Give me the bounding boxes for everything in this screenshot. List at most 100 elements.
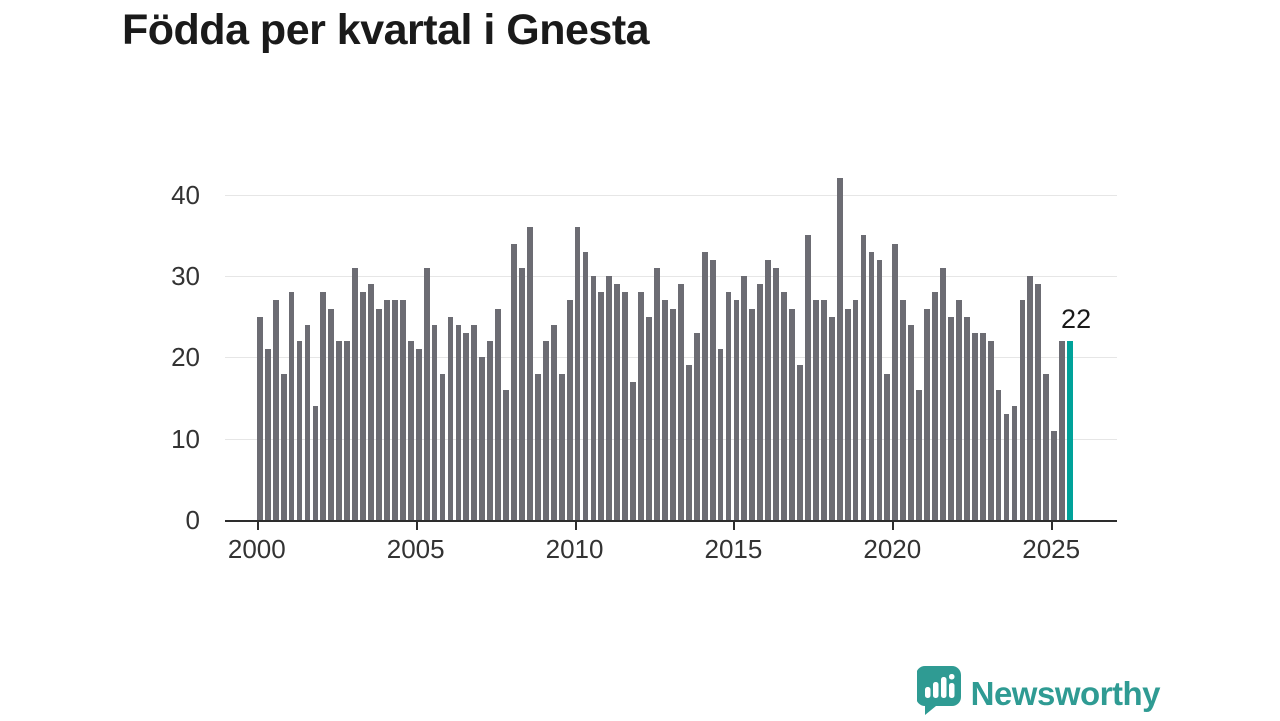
bar-2000-K1 (256, 316, 263, 520)
bar-2011-K3 (622, 292, 629, 520)
bar-2012-K3 (654, 267, 660, 520)
bar-2005-K4 (439, 373, 446, 520)
bar-2018-K2 (836, 178, 843, 520)
newsworthy-logo: Newsworthy (915, 666, 1161, 721)
y-axis-label-20: 20 (171, 342, 200, 373)
bar-2011-K4 (630, 381, 637, 520)
bar-2004-K2 (391, 300, 398, 520)
bar-2020-K2 (900, 300, 907, 520)
bar-2008-K3 (526, 227, 533, 520)
bar-2007-K3 (495, 308, 502, 520)
bar-2005-K3 (431, 324, 438, 520)
bar-2014-K4 (725, 292, 732, 520)
bar-2010-K1 (574, 227, 581, 520)
y-axis-label-30: 30 (171, 261, 200, 292)
bar-2025-K2 (1059, 341, 1066, 520)
bar-2012-K4 (662, 300, 668, 520)
bar-2008-K4 (534, 373, 541, 520)
bar-2004-K4 (407, 341, 414, 520)
bar-2019-K2 (868, 251, 875, 520)
bar-2022-K4 (979, 332, 986, 520)
bar-2008-K1 (511, 243, 517, 520)
bar-2006-K2 (455, 324, 462, 520)
bar-2008-K2 (519, 267, 525, 520)
bar-2009-K2 (550, 324, 557, 520)
bar-2001-K2 (296, 341, 303, 520)
bar-2007-K4 (503, 389, 509, 520)
bar-2017-K4 (820, 300, 827, 520)
x-axis-label-2000: 2000 (227, 534, 286, 564)
x-axis-label-2020: 2020 (863, 534, 922, 564)
y-axis-label-10: 10 (171, 423, 200, 454)
bar-2020-K1 (892, 243, 899, 520)
bar-2009-K4 (566, 300, 573, 520)
bar-2007-K1 (479, 357, 486, 520)
bar-2003-K2 (360, 292, 366, 520)
bar-2016-K1 (765, 259, 772, 520)
bar-2013-K3 (685, 365, 692, 520)
gridline-40 (225, 194, 1117, 196)
page-title: Födda per kvartal i Gnesta (122, 6, 650, 54)
bar-2013-K4 (693, 332, 700, 520)
x-axis-label-2025: 2025 (1022, 534, 1081, 564)
bar-2015-K3 (749, 308, 756, 520)
bar-2024-K1 (1019, 300, 1026, 520)
bar-2016-K3 (781, 292, 787, 520)
y-axis-label-40: 40 (171, 179, 200, 210)
bar-2021-K4 (948, 316, 954, 520)
bar-2022-K1 (955, 300, 962, 520)
bar-2018-K1 (828, 316, 835, 520)
bar-2012-K2 (646, 316, 652, 520)
bar-2024-K4 (1043, 373, 1050, 520)
bar-chart: 0 10 20 30 40 2000 2005 2010 2015 2020 2025 22 (171, 178, 1117, 564)
bar-2020-K3 (908, 324, 915, 520)
bar-2016-K4 (789, 308, 795, 520)
bar-2001-K1 (288, 292, 295, 520)
bar-2021-K2 (932, 292, 938, 520)
newsworthy-logo-text: Newsworthy (970, 674, 1161, 712)
bar-2023-K4 (1011, 406, 1018, 520)
bar-2017-K3 (812, 300, 819, 520)
bar-2009-K1 (542, 341, 549, 520)
bar-2015-K1 (733, 300, 740, 520)
bar-2014-K2 (709, 259, 716, 520)
bar-2015-K4 (757, 284, 764, 520)
bar-2002-K1 (320, 292, 327, 520)
bar-2007-K2 (487, 341, 494, 520)
x-tick-2010 (574, 522, 577, 530)
bar-2014-K3 (717, 349, 724, 520)
x-tick-2015 (733, 522, 736, 530)
bar-2011-K2 (614, 284, 621, 520)
bar-2013-K1 (669, 308, 676, 520)
bar-2025-K1 (1051, 430, 1058, 520)
highlighted-bar-2025-K3 (1067, 341, 1073, 520)
bar-2011-K1 (606, 276, 613, 520)
x-tick-2000 (256, 522, 259, 530)
bar-2014-K1 (701, 251, 708, 520)
bar-2003-K4 (376, 308, 382, 520)
bar-2021-K3 (940, 267, 946, 520)
x-tick-2005 (415, 522, 418, 530)
x-axis-line (225, 520, 1117, 522)
bar-2002-K3 (336, 341, 343, 520)
last-value-label: 22 (1061, 304, 1092, 335)
bar-2023-K1 (987, 341, 994, 520)
bar-2019-K4 (884, 373, 891, 520)
x-axis-label-2010: 2010 (545, 534, 604, 564)
bar-2023-K2 (995, 389, 1002, 520)
bar-2010-K2 (582, 251, 589, 520)
bar-2000-K3 (272, 300, 279, 520)
bar-2004-K3 (399, 300, 406, 520)
bar-2022-K2 (963, 316, 970, 520)
bar-2018-K3 (844, 308, 851, 520)
bar-2019-K1 (860, 235, 867, 520)
bar-2001-K3 (304, 324, 311, 520)
bar-2023-K3 (1003, 414, 1010, 520)
bar-2024-K2 (1027, 276, 1034, 520)
bar-2015-K2 (741, 276, 748, 520)
newsworthy-badge-icon (915, 666, 961, 721)
bar-2017-K1 (797, 365, 803, 520)
y-axis-label-0: 0 (185, 505, 200, 535)
bar-2002-K4 (344, 341, 351, 520)
bar-2010-K4 (598, 292, 605, 520)
